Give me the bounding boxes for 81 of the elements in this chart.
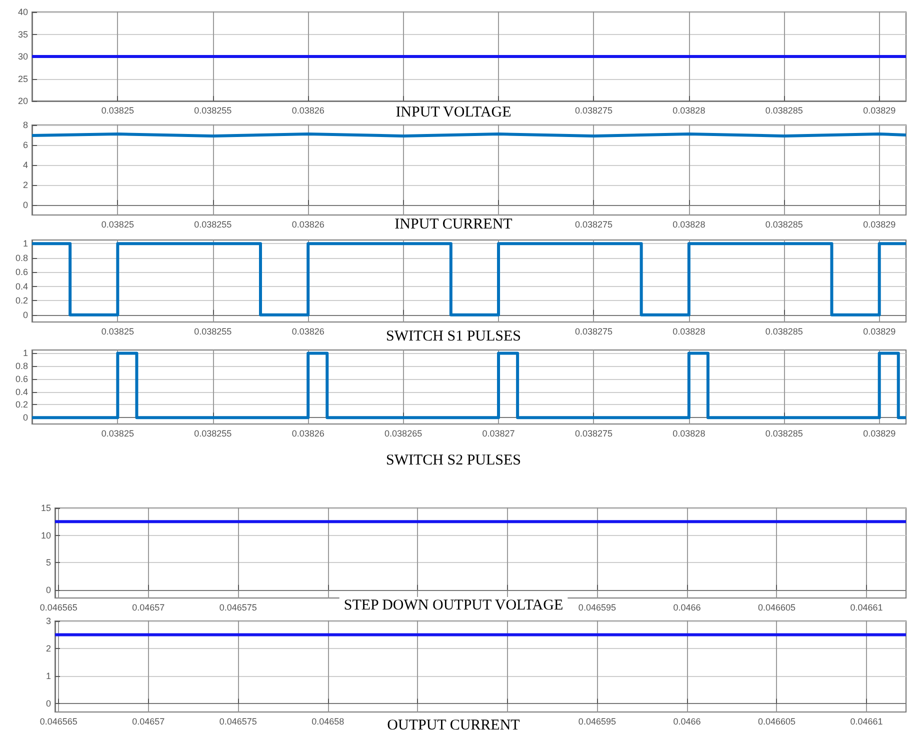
x-tick-label: 0.04661	[850, 716, 883, 726]
x-tick-label: 0.03828	[672, 220, 706, 230]
x-tick-label: 0.03825	[101, 220, 134, 230]
y-tick-label: 0.4	[15, 281, 28, 292]
x-tick-label: 0.03826	[292, 106, 324, 116]
x-tick-label: 0.0466	[673, 716, 701, 726]
y-tick-label: 25	[18, 74, 28, 84]
y-tick-label: 15	[40, 503, 51, 513]
x-tick-label: 0.03825	[101, 428, 134, 438]
y-tick-label: 0.2	[15, 400, 28, 410]
y-tick-label: 0.6	[15, 267, 28, 278]
y-tick-label: 0.4	[15, 386, 28, 397]
y-tick-label: 35	[18, 29, 28, 40]
x-tick-label: 0.03828	[672, 428, 706, 438]
x-tick-label: 0.038255	[194, 428, 232, 438]
x-tick-label: 0.03829	[863, 326, 896, 336]
x-tick-label: 0.04657	[132, 602, 165, 612]
y-tick-label: 0	[22, 412, 28, 423]
x-tick-label: 0.03829	[863, 106, 896, 116]
x-tick-label: 0.038285	[765, 220, 803, 230]
x-axis-title: SWITCH S2 PULSES	[386, 452, 522, 468]
x-axis-title: STEP DOWN OUTPUT VOLTAGE	[344, 598, 564, 614]
x-tick-label: 0.046565	[40, 716, 78, 726]
x-tick-label: 0.046595	[578, 602, 616, 612]
y-tick-label: 4	[22, 160, 28, 170]
x-tick-label: 0.03826	[292, 428, 324, 438]
y-tick-label: 5	[46, 558, 51, 568]
y-tick-label: 0	[22, 310, 28, 320]
y-tick-label: 2	[46, 644, 51, 654]
x-tick-label: 0.038275	[574, 428, 612, 438]
x-tick-label: 0.038255	[194, 220, 232, 230]
x-tick-label: 0.03826	[292, 220, 324, 230]
x-tick-label: 0.038285	[765, 106, 803, 116]
x-tick-label: 0.038275	[574, 106, 612, 116]
x-tick-label: 0.038285	[765, 428, 803, 438]
x-tick-label: 0.04658	[312, 716, 344, 726]
y-tick-label: 0	[46, 584, 51, 595]
x-axis-title: INPUT VOLTAGE	[396, 104, 512, 120]
x-tick-label: 0.03825	[101, 326, 134, 336]
x-tick-label: 0.0466	[673, 602, 701, 612]
y-tick-label: 0.2	[15, 296, 28, 306]
y-tick-label: 20	[18, 96, 28, 106]
y-tick-label: 1	[22, 348, 28, 358]
y-tick-label: 1	[22, 238, 28, 249]
y-tick-label: 8	[22, 120, 28, 130]
y-tick-label: 0	[46, 698, 51, 709]
y-tick-label: 1	[46, 671, 51, 682]
x-axis-title: INPUT CURRENT	[394, 216, 512, 232]
y-tick-label: 30	[18, 52, 28, 62]
x-tick-label: 0.04661	[850, 602, 883, 612]
x-tick-label: 0.04657	[132, 716, 165, 726]
x-tick-label: 0.046605	[758, 602, 796, 612]
x-tick-label: 0.03827	[482, 428, 515, 438]
x-tick-label: 0.03825	[101, 106, 134, 116]
x-axis-title: SWITCH S1 PULSES	[386, 328, 522, 344]
x-tick-label: 0.046575	[219, 716, 257, 726]
x-tick-label: 0.038285	[765, 326, 803, 336]
y-tick-label: 40	[18, 7, 28, 17]
x-tick-label: 0.03829	[863, 220, 896, 230]
y-tick-label: 0	[22, 200, 28, 210]
y-tick-label: 10	[40, 530, 51, 540]
x-tick-label: 0.038255	[194, 106, 232, 116]
y-tick-label: 3	[46, 616, 51, 626]
y-tick-label: 0.6	[15, 374, 28, 384]
x-tick-label: 0.046575	[219, 602, 257, 612]
x-tick-label: 0.03828	[672, 326, 706, 336]
y-tick-label: 0.8	[15, 361, 28, 372]
x-tick-label: 0.03826	[292, 326, 324, 336]
x-tick-label: 0.038255	[194, 326, 232, 336]
y-tick-label: 6	[22, 140, 28, 150]
x-tick-label: 0.046605	[758, 716, 796, 726]
x-tick-label: 0.046565	[40, 602, 78, 612]
x-axis-title: OUTPUT CURRENT	[387, 718, 520, 734]
x-tick-label: 0.038265	[384, 428, 422, 438]
x-tick-label: 0.038275	[574, 326, 612, 336]
y-tick-label: 0.8	[15, 252, 28, 263]
x-tick-label: 0.046595	[578, 716, 616, 726]
y-tick-label: 2	[22, 180, 28, 190]
x-tick-label: 0.03829	[863, 428, 896, 438]
x-tick-label: 0.03828	[672, 106, 706, 116]
x-tick-label: 0.038275	[574, 220, 612, 230]
